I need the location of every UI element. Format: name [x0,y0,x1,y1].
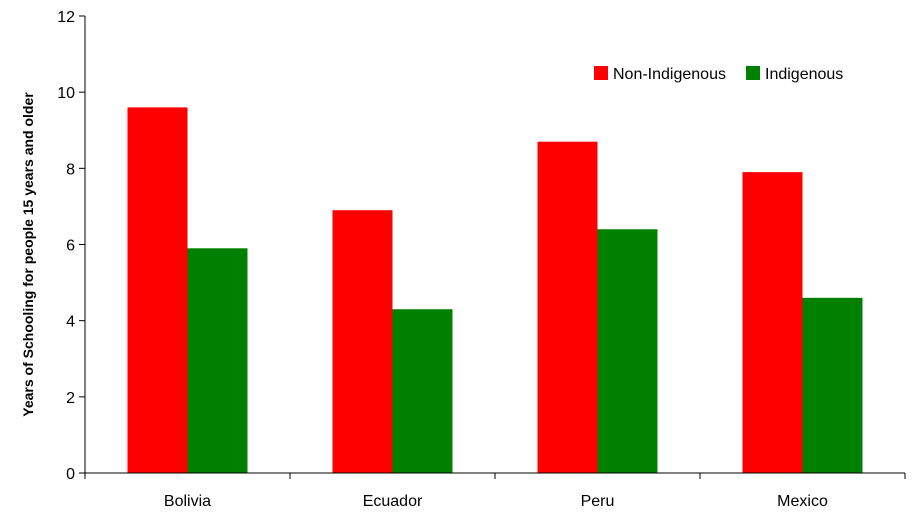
x-category-label: Bolivia [164,493,211,510]
y-tick-label: 12 [57,9,75,26]
bar-indigenous-mexico [802,297,863,473]
y-axis-title-group: Years of Schooling for people 15 years a… [20,92,36,417]
x-category-label: Ecuador [363,493,423,510]
axes: 0 2 4 6 8 10 12 Bolivia Ecuador Peru Mexico [57,9,906,510]
legend-label-indigenous: Indigenous [765,66,843,83]
bar-indigenous-peru [597,229,658,473]
y-tick-label: 2 [66,390,75,407]
bar-non-indigenous-peru [537,141,598,474]
bars [127,107,863,474]
legend: Non-Indigenous Indigenous [594,66,843,83]
y-axis-title: Years of Schooling for people 15 years a… [20,92,36,417]
x-category-label: Peru [581,493,615,510]
bar-non-indigenous-bolivia [127,107,188,474]
y-tick-label: 0 [66,466,75,483]
y-tick-label: 6 [66,238,75,255]
legend-label-non-indigenous: Non-Indigenous [613,66,726,83]
bar-indigenous-ecuador [392,309,453,473]
y-tick-label: 10 [57,85,75,102]
x-category-label: Mexico [777,493,828,510]
bar-non-indigenous-ecuador [332,210,393,473]
legend-swatch-non-indigenous [594,66,608,80]
bar-non-indigenous-mexico [742,172,803,473]
bar-indigenous-bolivia [187,248,248,473]
y-tick-label: 4 [66,314,75,331]
y-tick-label: 8 [66,161,75,178]
legend-swatch-indigenous [746,66,760,80]
